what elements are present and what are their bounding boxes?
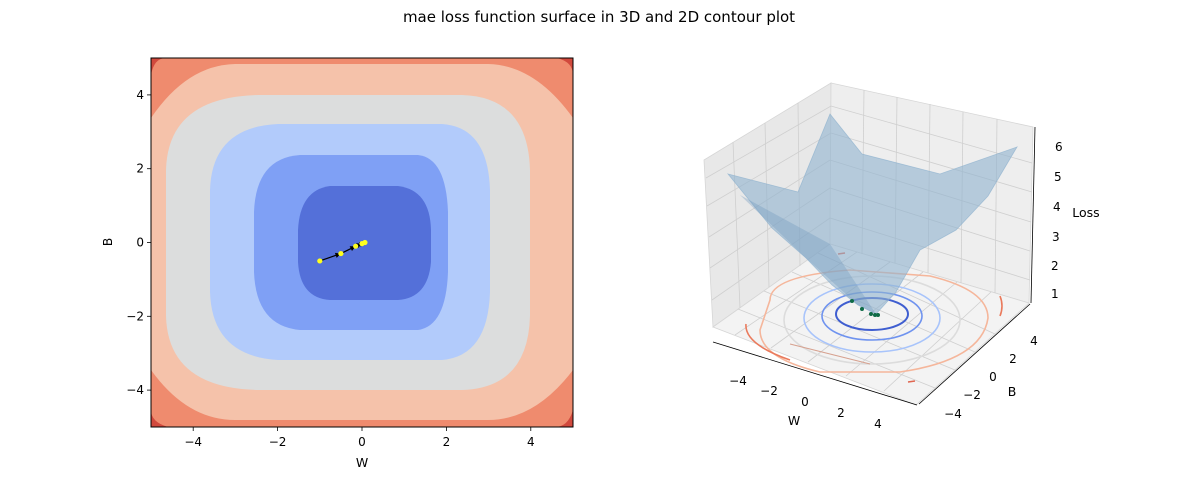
loss-axis-line (1030, 126, 1036, 304)
surface-path-point (876, 313, 880, 317)
x-tick-label: −2 (269, 435, 287, 449)
surface-path-point (869, 312, 873, 316)
surface-path-point (860, 307, 864, 311)
loss-tick-label: 6 (1055, 140, 1063, 154)
x-tick-label: 0 (358, 435, 366, 449)
loss-tick-label: 5 (1054, 170, 1062, 184)
b-axis-line (918, 303, 1031, 405)
loss-tick-label: 4 (1053, 200, 1061, 214)
surface-fold (740, 195, 876, 314)
loss-tick-label: 1 (1051, 287, 1059, 301)
surface-path-point (850, 299, 854, 303)
gradient-path (317, 239, 368, 264)
x-tick-label: 4 (527, 435, 535, 449)
w-tick-label: −2 (760, 384, 778, 398)
b-tick-label: 2 (1009, 352, 1017, 366)
b-tick-label: 4 (1030, 334, 1038, 348)
surface-path-point (873, 313, 877, 317)
w-tick-label: 2 (837, 406, 845, 420)
pane-floor (712, 243, 1030, 406)
y-tick-label: −2 (126, 309, 144, 323)
path-point (338, 250, 344, 257)
w-tick-label: 0 (801, 395, 809, 409)
surface-path (850, 299, 880, 317)
contour-x-ticks: −4 −2 0 2 4 (184, 427, 535, 449)
contour-y-label: B (100, 238, 115, 247)
path-point (353, 243, 359, 249)
contour-fill-group (151, 58, 573, 427)
surface-loss-label: Loss (1072, 205, 1099, 220)
surface-b-label: B (1008, 384, 1017, 399)
w-tick-label: 4 (874, 417, 882, 431)
path-point (362, 239, 368, 246)
x-tick-label: 2 (443, 435, 451, 449)
b-tick-label: −4 (944, 407, 962, 421)
y-tick-label: 0 (136, 236, 144, 250)
contour-y-ticks: −4 −2 0 2 4 (126, 88, 151, 397)
w-axis-line (712, 341, 918, 406)
b-tick-label: −2 (963, 388, 981, 402)
x-tick-label: −4 (184, 435, 202, 449)
w-tick-label: −4 (729, 374, 747, 388)
loss-tick-label: 3 (1052, 230, 1060, 244)
contour-plot: −4 −2 0 2 4 −4 −2 0 2 4 W B (100, 57, 574, 470)
y-tick-label: 4 (136, 88, 144, 102)
y-tick-label: 2 (136, 162, 144, 176)
b-tick-label: 0 (989, 370, 997, 384)
figure-title: mae loss function surface in 3D and 2D c… (403, 8, 795, 26)
contour-x-label: W (356, 455, 368, 470)
path-point (317, 258, 323, 264)
loss-surface (726, 113, 1018, 315)
loss-tick-label: 2 (1051, 259, 1059, 273)
y-tick-label: −4 (126, 383, 144, 397)
surface-w-label: W (788, 413, 800, 428)
